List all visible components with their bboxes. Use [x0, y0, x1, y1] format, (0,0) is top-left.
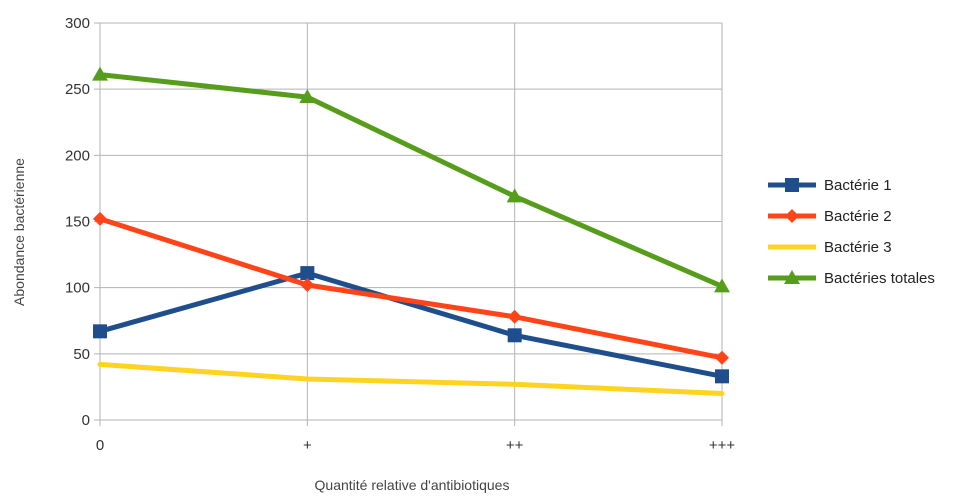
data-point [92, 66, 108, 81]
y-tick-label: 100 [65, 280, 90, 297]
x-tick-label: + [303, 437, 312, 454]
data-point [715, 369, 729, 384]
data-point [93, 324, 107, 339]
series-2 [93, 211, 729, 365]
legend-entry: Bactérie 3 [768, 239, 892, 256]
data-point [507, 309, 522, 324]
data-point [714, 278, 730, 293]
x-axis-title: Quantité relative d'antibiotiques [315, 477, 510, 493]
y-tick-label: 200 [65, 147, 90, 164]
x-tick-label: ++ [506, 437, 524, 454]
legend-marker [785, 209, 799, 223]
legend-label: Bactéries totales [824, 270, 935, 287]
legend-label: Bactérie 1 [824, 177, 892, 194]
series-4 [92, 66, 730, 293]
data-point [300, 266, 315, 281]
legend-label: Bactérie 3 [824, 239, 892, 256]
data-point [506, 188, 523, 203]
series-line [97, 216, 725, 361]
legend-entry: Bactérie 2 [768, 208, 892, 225]
series-layer [92, 66, 730, 397]
legend-entry: Bactérie 1 [768, 177, 892, 194]
data-point [300, 278, 315, 293]
legend-entry: Bactéries totales [768, 270, 935, 287]
series-3 [97, 361, 725, 397]
y-axis-title: Abondance bactérienne [11, 158, 27, 306]
y-tick-label: 250 [65, 81, 90, 98]
legend-marker [784, 270, 800, 284]
legend-marker [785, 178, 799, 192]
data-point [507, 328, 522, 343]
y-tick-label: 150 [65, 214, 90, 231]
legend-label: Bactérie 2 [824, 208, 892, 225]
series-line [97, 361, 725, 397]
x-tick-label: +++ [709, 437, 736, 454]
data-point [93, 211, 107, 226]
series-line [97, 72, 725, 289]
legend: Bactérie 1 Bactérie 2 Bactérie 3 Bactéries … [768, 177, 935, 287]
y-tick-label: 0 [82, 412, 90, 429]
series-line [97, 270, 725, 379]
x-tick-label: 0 [96, 437, 104, 454]
series-1 [93, 266, 729, 384]
data-point [715, 350, 729, 365]
y-tick-label: 50 [73, 346, 90, 363]
y-tick-label: 300 [65, 15, 90, 32]
data-point [299, 89, 316, 104]
